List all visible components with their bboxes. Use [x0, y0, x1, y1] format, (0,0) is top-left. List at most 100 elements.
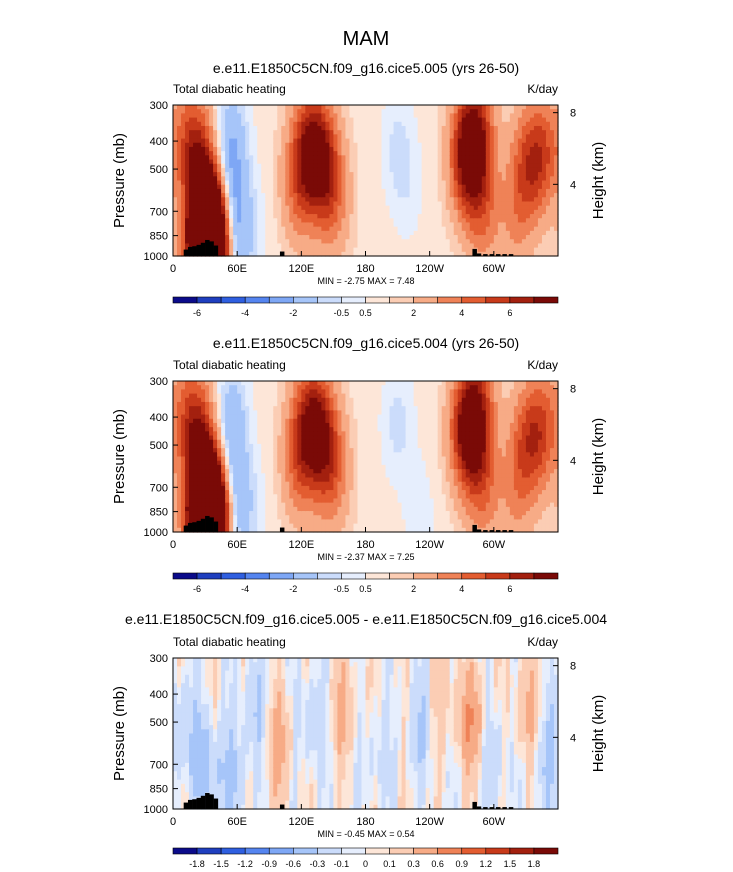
field-cell — [301, 469, 306, 474]
field-cell — [285, 410, 290, 416]
field-cell — [401, 109, 407, 114]
field-cell — [361, 222, 367, 228]
field-cell — [213, 490, 218, 495]
field-cell — [245, 226, 250, 232]
field-cell — [185, 188, 190, 194]
field-cell — [421, 176, 427, 182]
field-cell — [401, 105, 407, 110]
field-cell — [373, 142, 379, 148]
field-cell — [437, 218, 443, 224]
field-cell — [197, 393, 202, 399]
field-cell — [397, 167, 403, 173]
field-cell — [241, 193, 246, 198]
field-cell — [217, 397, 222, 403]
field-cell — [453, 209, 459, 215]
field-cell — [297, 431, 302, 437]
field-cell — [417, 117, 423, 123]
field-cell — [313, 502, 318, 508]
field-cell — [177, 519, 182, 525]
field-cell — [545, 134, 551, 140]
field-cell — [225, 193, 230, 198]
field-cell — [505, 230, 511, 236]
field-cell — [285, 473, 290, 479]
field-cell — [285, 109, 290, 114]
field-cell — [257, 105, 262, 110]
field-cell — [533, 134, 539, 140]
field-cell — [273, 142, 278, 148]
field-cell — [245, 418, 250, 424]
field-cell — [261, 439, 266, 445]
field-cell — [529, 109, 535, 114]
field-cell — [349, 205, 355, 211]
field-cell — [545, 205, 551, 211]
field-cell — [461, 167, 467, 173]
field-cell — [473, 159, 479, 165]
field-cell — [265, 146, 270, 152]
field-cell — [261, 389, 266, 395]
field-cell — [541, 222, 547, 228]
field-cell — [513, 138, 519, 144]
field-cell — [309, 180, 314, 186]
field-cell — [277, 146, 282, 152]
field-cell — [469, 239, 475, 245]
field-cell — [345, 251, 351, 257]
field-cell — [329, 138, 335, 144]
field-cell — [429, 163, 435, 169]
field-cell — [433, 167, 439, 173]
field-cell — [229, 243, 234, 249]
field-cell — [473, 218, 479, 224]
field-cell — [409, 193, 415, 198]
field-cell — [301, 523, 306, 529]
field-cell — [217, 151, 222, 156]
field-cell — [229, 498, 234, 504]
field-cell — [197, 193, 202, 198]
field-cell — [225, 401, 230, 407]
colorbar-box — [220, 296, 246, 304]
field-cell — [241, 381, 246, 386]
field-cell — [401, 230, 407, 236]
field-cell — [249, 247, 254, 253]
field-cell — [545, 180, 551, 186]
field-cell — [225, 389, 230, 395]
field-cell — [349, 176, 355, 182]
field-cell — [369, 193, 375, 198]
field-cell — [313, 134, 318, 140]
field-cell — [249, 414, 254, 420]
field-cell — [321, 439, 326, 445]
field-cell — [429, 226, 435, 232]
field-cell — [209, 464, 214, 470]
field-cell — [525, 226, 531, 232]
field-cell — [309, 431, 314, 437]
field-cell — [265, 494, 270, 500]
field-cell — [269, 523, 274, 529]
field-cell — [425, 151, 431, 156]
field-cell — [301, 218, 306, 224]
field-cell — [309, 146, 314, 152]
field-cell — [365, 121, 371, 127]
field-cell — [309, 209, 314, 215]
field-cell — [369, 205, 375, 211]
field-cell — [397, 230, 403, 236]
field-cell — [317, 393, 322, 399]
field-cell — [297, 172, 302, 177]
field-cell — [177, 393, 182, 399]
field-cell — [397, 146, 403, 152]
field-cell — [193, 113, 198, 119]
field-cell — [345, 197, 351, 203]
field-cell — [281, 523, 286, 529]
field-cell — [261, 125, 266, 131]
field-cell — [521, 205, 527, 211]
field-cell — [269, 431, 274, 437]
field-cell — [313, 452, 318, 458]
field-cell — [217, 163, 222, 169]
field-cell — [417, 243, 423, 249]
field-cell — [209, 477, 214, 483]
field-cell — [269, 519, 274, 525]
field-cell — [281, 155, 286, 161]
field-cell — [369, 172, 375, 177]
field-cell — [205, 142, 210, 148]
field-cell — [193, 214, 198, 219]
field-cell — [345, 163, 351, 169]
field-cell — [297, 197, 302, 203]
field-cell — [285, 205, 290, 211]
